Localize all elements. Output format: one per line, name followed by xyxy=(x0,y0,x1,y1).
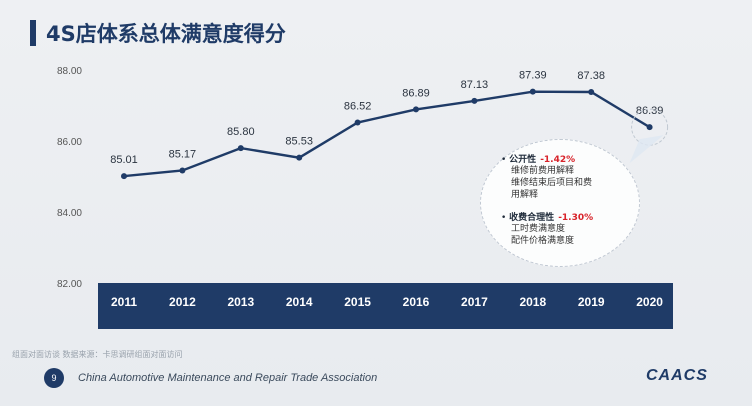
data-label: 85.80 xyxy=(227,126,255,138)
data-label: 85.01 xyxy=(110,154,138,166)
x-tick-label: 2016 xyxy=(403,295,430,309)
highlight-ring xyxy=(631,108,669,146)
data-point xyxy=(237,145,244,152)
y-tick-label: 82.00 xyxy=(57,279,82,290)
data-label: 86.39 xyxy=(636,105,664,117)
data-point xyxy=(121,173,127,180)
callout-group-2: • 收费合理性 -1.30% 工时费满意度 配件价格满意度 xyxy=(501,213,594,246)
data-point xyxy=(471,97,478,104)
y-tick-label: 84.00 xyxy=(57,208,82,219)
callout-item: 维修前费用解释 xyxy=(511,166,575,176)
x-tick-label: 2015 xyxy=(344,295,371,309)
x-tick-label: 2012 xyxy=(169,295,196,309)
data-label: 87.38 xyxy=(577,70,605,82)
x-tick-label: 2019 xyxy=(578,295,605,309)
callout-group-1-title: 公开性 xyxy=(509,155,537,165)
callout-item: 维修结束后项目和费 xyxy=(511,178,593,188)
data-point xyxy=(588,89,595,96)
callout-item: 工时费满意度 xyxy=(511,224,566,234)
page-number: 9 xyxy=(44,368,64,388)
callout-group-1: • 公开性 -1.42% 维修前费用解释 维修结束后项目和费 用解释 xyxy=(501,155,593,200)
caacs-logo: CAACS xyxy=(646,367,708,384)
series-line xyxy=(123,90,651,178)
title-accent-bar xyxy=(30,20,36,46)
callout-item: 配件价格满意度 xyxy=(511,236,575,246)
callout-connector xyxy=(629,135,664,164)
callout-group-2-pct: -1.30% xyxy=(558,213,594,223)
source-note: 组面对面访谈 数据来源：卡思调研组面对面访问 xyxy=(12,350,183,359)
x-tick-label: 2018 xyxy=(519,295,546,309)
y-tick-label: 86.00 xyxy=(57,137,82,148)
data-point xyxy=(413,106,419,113)
data-label: 86.89 xyxy=(402,87,430,99)
data-label: 85.53 xyxy=(285,136,313,148)
callout-bubble: • 公开性 -1.42% 维修前费用解释 维修结束后项目和费 用解释 • 收费合理… xyxy=(480,139,640,267)
x-tick-label: 2017 xyxy=(461,295,488,309)
x-tick-label: 2011 xyxy=(111,295,137,309)
association-name: China Automotive Maintenance and Repair … xyxy=(78,372,378,384)
y-tick-label: 88.00 xyxy=(57,66,82,77)
x-tick-label: 2013 xyxy=(227,295,254,309)
callout-group-2-title: 收费合理性 xyxy=(509,213,555,223)
x-tick-label: 2014 xyxy=(286,295,313,309)
x-axis-band xyxy=(98,283,673,329)
data-label: 85.17 xyxy=(169,148,197,160)
page-title: 4S店体系总体满意度得分 xyxy=(46,22,286,46)
data-point xyxy=(354,119,361,126)
data-point xyxy=(179,167,186,174)
data-label: 87.13 xyxy=(461,79,489,91)
callout-group-1-pct: -1.42% xyxy=(540,155,576,165)
data-point xyxy=(646,124,653,131)
data-label: 86.52 xyxy=(344,101,372,113)
data-point xyxy=(296,154,303,161)
callout-item: 用解释 xyxy=(511,190,539,200)
x-tick-label: 2020 xyxy=(636,295,663,309)
data-point xyxy=(529,88,536,95)
data-label: 87.39 xyxy=(519,70,547,82)
